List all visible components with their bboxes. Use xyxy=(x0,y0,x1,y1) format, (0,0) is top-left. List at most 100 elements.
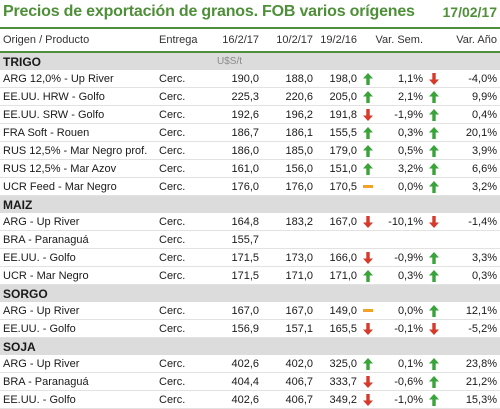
origin-cell: BRA - Paranaguá xyxy=(0,372,156,391)
var-year-cell xyxy=(442,230,500,249)
var-year-cell: 15,3% xyxy=(442,390,500,409)
price-current-cell: 402,6 xyxy=(214,390,262,409)
price-prev-year-cell: 191,8 xyxy=(316,105,360,124)
var-year-cell: 9,9% xyxy=(442,87,500,106)
arrow-down-icon xyxy=(363,108,373,121)
arrow-up-icon xyxy=(363,144,373,157)
col-header-origin: Origen / Producto xyxy=(0,29,156,53)
trend-year-cell xyxy=(426,213,443,231)
trend-week-cell xyxy=(360,390,376,409)
origin-cell: RUS 12,5% - Mar Negro prof. xyxy=(0,141,156,160)
var-week-cell xyxy=(376,230,427,249)
price-prev-week-cell: 156,0 xyxy=(262,159,316,178)
arrow-down-icon xyxy=(429,322,440,335)
price-current-cell: 404,4 xyxy=(214,372,262,391)
price-current-cell: 176,0 xyxy=(214,177,262,196)
flat-dash-icon xyxy=(363,309,373,313)
entrega-cell: Cerc. xyxy=(156,213,214,231)
price-prev-week-cell: 186,1 xyxy=(262,123,316,142)
trend-year-cell xyxy=(426,266,443,285)
price-current-cell: 225,3 xyxy=(214,87,262,106)
arrow-up-icon xyxy=(429,393,440,406)
price-prev-week-cell: 402,0 xyxy=(262,355,316,373)
price-prev-year-cell: 171,0 xyxy=(316,266,360,285)
price-prev-week-cell: 406,7 xyxy=(262,372,316,391)
table-row: ARG - Up River Cerc. 167,0 167,0 149,0 0,0% 12… xyxy=(0,302,500,320)
price-prev-week-cell: 157,1 xyxy=(262,319,316,338)
entrega-cell: Cerc. xyxy=(156,302,214,320)
origin-cell: EE.UU. SRW - Golfo xyxy=(0,105,156,124)
trend-year-cell xyxy=(426,87,443,106)
trend-year-cell xyxy=(426,230,443,249)
entrega-cell: Cerc. xyxy=(156,372,214,391)
trend-year-cell xyxy=(426,319,443,338)
origin-cell: FRA Soft - Rouen xyxy=(0,123,156,142)
var-year-cell: 0,4% xyxy=(442,105,500,124)
trend-year-cell xyxy=(426,177,443,196)
origin-cell: EE.UU. - Golfo xyxy=(0,248,156,267)
var-year-cell: 0,3% xyxy=(442,266,500,285)
var-week-cell: -1,0% xyxy=(376,390,427,409)
arrow-up-icon xyxy=(363,269,373,282)
col-header-date-1: 16/2/17 xyxy=(214,29,262,53)
price-prev-week-cell: 173,0 xyxy=(262,248,316,267)
trend-year-cell xyxy=(426,159,443,178)
origin-cell: EE.UU. - Golfo xyxy=(0,390,156,409)
origin-cell: EE.UU. - Golfo xyxy=(0,319,156,338)
trend-year-cell xyxy=(426,372,443,391)
arrow-up-icon xyxy=(429,162,440,175)
arrow-up-icon xyxy=(363,126,373,139)
price-prev-week-cell xyxy=(262,230,316,249)
entrega-cell: Cerc. xyxy=(156,266,214,285)
arrow-down-icon xyxy=(363,215,373,228)
trend-week-cell xyxy=(360,105,376,124)
var-year-cell: 3,3% xyxy=(442,248,500,267)
trend-week-cell xyxy=(360,355,376,373)
table-row: EE.UU. SRW - Golfo Cerc. 192,6 196,2 191,8 -1… xyxy=(0,105,500,124)
trend-year-cell xyxy=(426,302,443,320)
col-header-entrega: Entrega xyxy=(156,29,214,53)
arrow-down-icon xyxy=(363,251,373,264)
entrega-cell: Cerc. xyxy=(156,141,214,160)
origin-cell: RUS 12,5% - Mar Azov xyxy=(0,159,156,178)
price-prev-week-cell: 176,0 xyxy=(262,177,316,196)
price-current-cell: 192,6 xyxy=(214,105,262,124)
entrega-cell: Cerc. xyxy=(156,355,214,373)
section-row-soja: SOJA xyxy=(0,337,500,355)
var-year-cell: 12,1% xyxy=(442,302,500,320)
trend-week-cell xyxy=(360,230,376,249)
column-header-row: Origen / Producto Entrega 16/2/17 10/2/1… xyxy=(0,29,500,53)
trend-week-cell xyxy=(360,177,376,196)
col-header-var-sem: Var. Sem. xyxy=(360,29,427,53)
var-week-cell: -0,6% xyxy=(376,372,427,391)
price-prev-week-cell: 185,0 xyxy=(262,141,316,160)
origin-cell: ARG - Up River xyxy=(0,213,156,231)
price-current-cell: 156,9 xyxy=(214,319,262,338)
price-prev-year-cell: 325,0 xyxy=(316,355,360,373)
price-current-cell: 190,0 xyxy=(214,70,262,88)
var-week-cell: -0,1% xyxy=(376,319,427,338)
price-prev-year-cell: 198,0 xyxy=(316,70,360,88)
origin-cell: EE.UU. HRW - Golfo xyxy=(0,87,156,106)
table-body: TRIGO U$S/t ARG 12,0% - Up River Cerc. 190,0… xyxy=(0,51,500,409)
arrow-up-icon xyxy=(429,357,440,370)
table-row: ARG - Up River Cerc. 164,8 183,2 167,0 -10,1%… xyxy=(0,213,500,231)
price-current-cell: 155,7 xyxy=(214,230,262,249)
arrow-up-icon xyxy=(429,304,440,317)
arrow-up-icon xyxy=(429,126,440,139)
origin-cell: ARG - Up River xyxy=(0,355,156,373)
origin-cell: UCR Feed - Mar Negro xyxy=(0,177,156,196)
price-prev-year-cell: 333,7 xyxy=(316,372,360,391)
price-current-cell: 171,5 xyxy=(214,266,262,285)
trend-year-cell xyxy=(426,123,443,142)
price-prev-week-cell: 171,0 xyxy=(262,266,316,285)
arrow-down-icon xyxy=(363,322,373,335)
trend-week-cell xyxy=(360,213,376,231)
flat-dash-icon xyxy=(363,185,373,189)
price-prev-year-cell: 166,0 xyxy=(316,248,360,267)
entrega-cell: Cerc. xyxy=(156,230,214,249)
section-unit xyxy=(214,284,500,302)
arrow-up-icon xyxy=(429,251,440,264)
arrow-up-icon xyxy=(363,90,373,103)
price-prev-week-cell: 167,0 xyxy=(262,302,316,320)
